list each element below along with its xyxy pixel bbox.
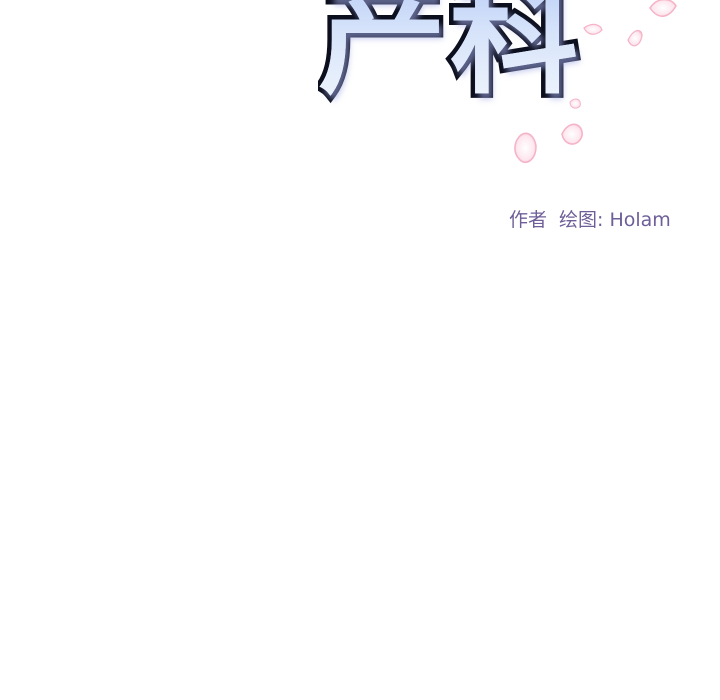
title-outline: 产科 [318,0,583,106]
petal-icon [569,98,581,109]
petal-icon [514,132,537,164]
petal-icon [649,0,677,17]
petal-icon [583,23,603,35]
title-logo: 产科 产科 [318,0,588,140]
petal-icon [627,29,643,47]
artist-label: 绘图: Holam [559,209,671,231]
petal-icon [561,123,583,145]
credits-line: 作者 绘图: Holam [509,205,683,232]
petal-decoration [514,0,677,164]
title-text: 产科 [318,0,582,102]
author-label: 作者 [509,209,548,231]
